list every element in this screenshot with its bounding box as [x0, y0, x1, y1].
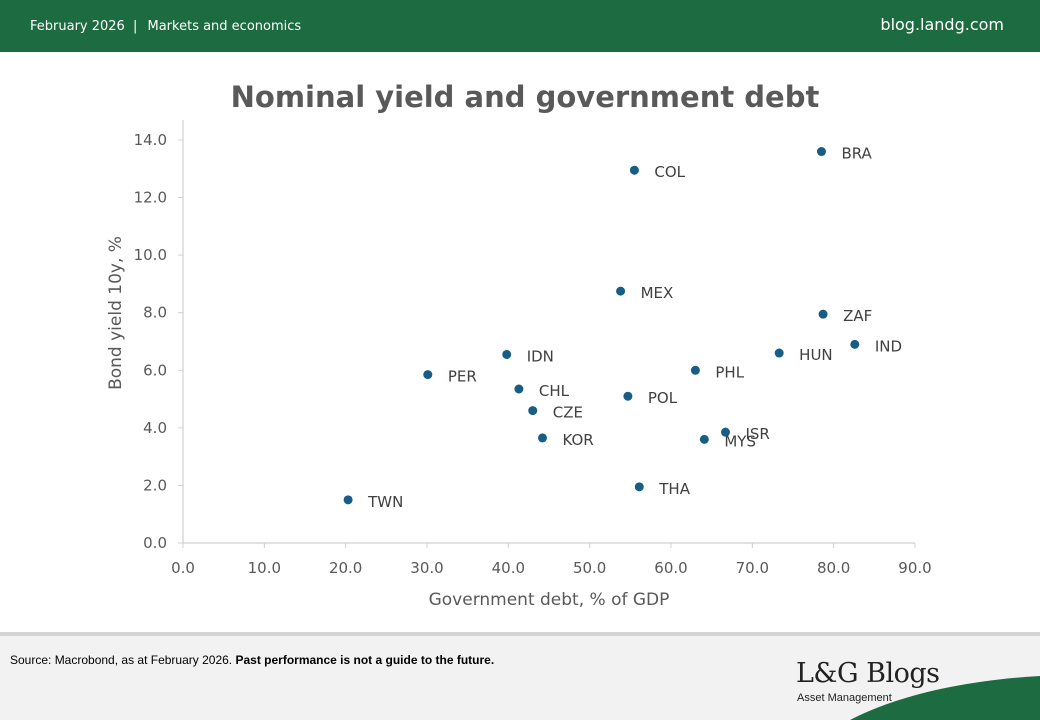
point-label-mys: MYS — [724, 432, 756, 450]
x-tick-label: 30.0 — [410, 559, 443, 577]
data-point-cze[interactable] — [528, 406, 538, 416]
data-point-kor[interactable] — [537, 433, 547, 443]
chart-axes: 0.0 10.0 20.0 30.0 40.0 50.0 60.0 70.0 80.0 90.0 0… — [134, 120, 932, 577]
header-bar: February 2026 | Markets and economics bl… — [0, 0, 1040, 52]
category-link[interactable]: Markets and economics — [147, 19, 302, 34]
point-label-tha: THA — [658, 480, 690, 498]
y-tick-label: 14.0 — [134, 131, 167, 149]
point-label-mex: MEX — [641, 284, 674, 302]
x-tick-label: 20.0 — [329, 559, 362, 577]
data-point-mys[interactable] — [699, 434, 709, 444]
point-label-idn: IDN — [527, 347, 554, 365]
point-label-phl: PHL — [715, 363, 744, 381]
x-tick-label: 50.0 — [573, 559, 606, 577]
site-link[interactable]: blog.landg.com — [880, 15, 1004, 34]
point-label-pol: POL — [648, 389, 678, 407]
source-note: Source: Macrobond, as at February 2026. … — [10, 653, 494, 667]
data-point-phl[interactable] — [690, 365, 700, 375]
meta-separator: | — [132, 19, 138, 34]
point-label-chl: CHL — [539, 382, 570, 400]
point-label-isr: ISR — [745, 425, 769, 443]
data-point-chl[interactable] — [514, 384, 524, 394]
point-label-twn: TWN — [367, 493, 403, 511]
y-tick-label: 12.0 — [134, 189, 167, 207]
data-point-mex[interactable] — [616, 286, 626, 296]
data-point-bra[interactable] — [816, 147, 826, 157]
x-tick-label: 60.0 — [654, 559, 687, 577]
x-tick-label: 10.0 — [248, 559, 281, 577]
point-label-ind: IND — [875, 337, 902, 355]
data-point-col[interactable] — [629, 165, 639, 175]
point-label-cze: CZE — [553, 404, 583, 422]
x-tick-label: 0.0 — [171, 559, 195, 577]
footer: Source: Macrobond, as at February 2026. … — [0, 632, 1040, 720]
point-label-kor: KOR — [562, 431, 593, 449]
x-tick-label: 80.0 — [817, 559, 850, 577]
post-date: February 2026 — [30, 19, 125, 34]
y-tick-label: 8.0 — [143, 304, 167, 322]
y-tick-label: 4.0 — [143, 419, 167, 437]
source-text: Source: Macrobond, as at February 2026. — [10, 653, 233, 667]
data-point-hun[interactable] — [774, 348, 784, 358]
point-label-bra: BRA — [841, 145, 872, 163]
point-label-zaf: ZAF — [843, 307, 872, 325]
x-tick-label: 70.0 — [736, 559, 769, 577]
y-tick-label: 10.0 — [134, 246, 167, 264]
x-tick-label: 90.0 — [898, 559, 931, 577]
brand-logo[interactable]: L&G Blogs — [796, 658, 940, 689]
chart-title: Nominal yield and government debt — [230, 80, 820, 114]
disclaimer-text: Past performance is not a guide to the f… — [235, 653, 495, 667]
brand-swoosh — [850, 676, 1040, 720]
brand-logo-subtitle: Asset Management — [797, 692, 892, 704]
data-point-isr[interactable] — [720, 427, 730, 437]
data-point-idn[interactable] — [502, 349, 512, 359]
point-label-col: COL — [654, 163, 685, 181]
scatter-chart: 0.0 10.0 20.0 30.0 40.0 50.0 60.0 70.0 80.0 90.0 0… — [106, 120, 932, 610]
data-point-zaf[interactable] — [818, 309, 828, 319]
x-axis-label: Government debt, % of GDP — [429, 590, 670, 610]
data-point-pol[interactable] — [623, 391, 633, 401]
data-point-per[interactable] — [423, 370, 433, 380]
x-tick-label: 40.0 — [492, 559, 525, 577]
post-meta: February 2026 | Markets and economics — [30, 19, 301, 34]
y-tick-label: 6.0 — [143, 361, 167, 379]
y-tick-label: 0.0 — [143, 534, 167, 552]
y-axis-label: Bond yield 10y, % — [106, 236, 126, 390]
y-tick-label: 2.0 — [143, 476, 167, 494]
data-point-ind[interactable] — [850, 339, 860, 349]
point-label-hun: HUN — [799, 346, 832, 364]
point-label-per: PER — [448, 368, 477, 386]
data-point-tha[interactable] — [634, 482, 644, 492]
data-point-twn[interactable] — [343, 495, 353, 505]
